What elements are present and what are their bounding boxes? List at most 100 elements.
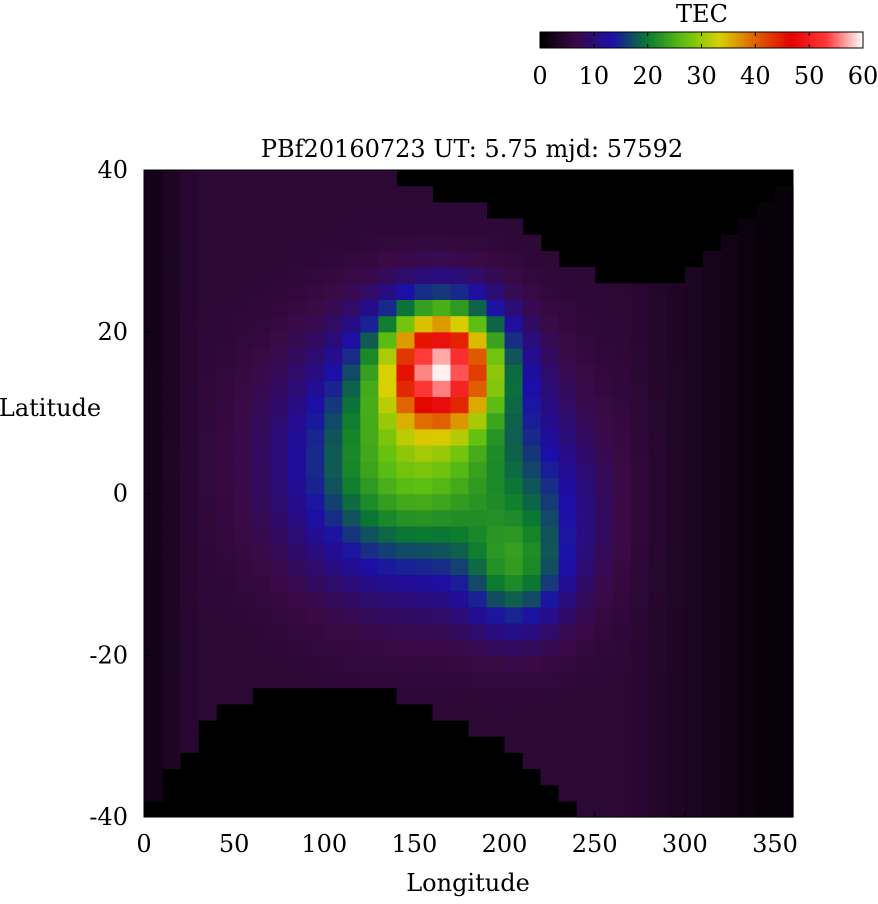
heatmap-cell bbox=[558, 606, 578, 624]
heatmap-cell bbox=[738, 752, 758, 770]
heatmap-cell bbox=[396, 461, 416, 478]
heatmap-cell bbox=[630, 525, 650, 543]
heatmap-cell bbox=[432, 574, 452, 592]
heatmap-cell bbox=[666, 428, 686, 446]
heatmap-cell bbox=[486, 267, 506, 284]
heatmap-cell bbox=[738, 574, 758, 592]
heatmap-cell bbox=[666, 687, 686, 705]
heatmap-cell bbox=[450, 590, 470, 608]
heatmap-cell bbox=[180, 202, 199, 220]
heatmap-cell bbox=[342, 590, 361, 608]
heatmap-cell bbox=[702, 622, 722, 640]
heatmap-cell bbox=[234, 542, 253, 559]
heatmap-cell bbox=[738, 380, 758, 398]
heatmap-cell bbox=[342, 542, 361, 559]
x-tick-label: 50 bbox=[219, 830, 250, 858]
heatmap-cell bbox=[522, 428, 542, 446]
heatmap-cell bbox=[216, 250, 235, 268]
heatmap-cell bbox=[684, 768, 704, 786]
colorbar-tick-label: 10 bbox=[579, 62, 610, 90]
heatmap-cell bbox=[612, 639, 632, 656]
heatmap-cell bbox=[288, 202, 307, 220]
heatmap-cell bbox=[414, 622, 434, 640]
heatmap-cell bbox=[234, 525, 253, 543]
heatmap-cell bbox=[414, 186, 434, 203]
heatmap-cell bbox=[648, 283, 668, 300]
heatmap-cell bbox=[738, 736, 758, 753]
heatmap-cell bbox=[504, 299, 524, 317]
heatmap-cell bbox=[504, 283, 524, 300]
heatmap-cell bbox=[288, 234, 307, 252]
heatmap-cell bbox=[180, 396, 199, 414]
heatmap-cell bbox=[630, 687, 650, 705]
heatmap-cell bbox=[414, 283, 434, 300]
heatmap-cell bbox=[756, 687, 776, 705]
heatmap-cell bbox=[540, 299, 560, 317]
heatmap-cell bbox=[468, 202, 488, 220]
heatmap-cell bbox=[414, 606, 434, 624]
heatmap-cell bbox=[198, 347, 217, 365]
heatmap-cell bbox=[720, 493, 740, 511]
heatmap-cell bbox=[576, 736, 596, 753]
heatmap-cell bbox=[540, 752, 560, 770]
heatmap-cell bbox=[576, 315, 596, 333]
heatmap-cell bbox=[756, 250, 776, 268]
heatmap-cell bbox=[594, 364, 614, 381]
heatmap-cell bbox=[432, 542, 452, 559]
heatmap-cell bbox=[432, 250, 452, 268]
heatmap-cell bbox=[738, 525, 758, 543]
heatmap-cell bbox=[378, 606, 397, 624]
heatmap-cell bbox=[234, 380, 253, 398]
heatmap-cell bbox=[648, 380, 668, 398]
heatmap-cell bbox=[414, 493, 434, 511]
heatmap-cell bbox=[666, 736, 686, 753]
heatmap-cell bbox=[612, 283, 632, 300]
heatmap-cell bbox=[414, 655, 434, 673]
heatmap-cell bbox=[468, 218, 488, 236]
heatmap-cell bbox=[702, 477, 722, 495]
heatmap-cell bbox=[414, 250, 434, 268]
colorbar-tick-label: 20 bbox=[632, 62, 663, 90]
heatmap-cell bbox=[630, 283, 650, 300]
heatmap-cell bbox=[234, 477, 253, 495]
heatmap-cell bbox=[486, 250, 506, 268]
heatmap-cell bbox=[198, 202, 217, 220]
heatmap-cell bbox=[306, 331, 325, 349]
heatmap-cell bbox=[216, 428, 235, 446]
heatmap-cell bbox=[540, 331, 560, 349]
heatmap-cell bbox=[216, 186, 235, 203]
heatmap-cell bbox=[144, 542, 163, 559]
heatmap-cell bbox=[450, 331, 470, 349]
heatmap-cell bbox=[630, 768, 650, 786]
heatmap-cell bbox=[504, 347, 524, 365]
heatmap-cell bbox=[468, 574, 488, 592]
heatmap-cell bbox=[558, 671, 578, 689]
heatmap-cell bbox=[234, 606, 253, 624]
heatmap-cell bbox=[594, 703, 614, 721]
heatmap-cell bbox=[162, 671, 181, 689]
heatmap-cell bbox=[486, 315, 506, 333]
heatmap-cell bbox=[180, 283, 199, 300]
heatmap-cell bbox=[702, 800, 722, 818]
heatmap-cell bbox=[180, 170, 199, 187]
heatmap-cell bbox=[450, 509, 470, 527]
x-tick-label: 300 bbox=[662, 830, 708, 858]
heatmap-cell bbox=[756, 444, 776, 462]
heatmap-cell bbox=[540, 736, 560, 753]
heatmap-cell bbox=[144, 331, 163, 349]
heatmap-cell bbox=[558, 331, 578, 349]
heatmap-cell bbox=[396, 299, 416, 317]
heatmap-cell bbox=[720, 364, 740, 381]
heatmap-cell bbox=[450, 461, 470, 478]
heatmap-cell bbox=[468, 461, 488, 478]
heatmap-cell bbox=[396, 639, 416, 656]
heatmap-cell bbox=[450, 234, 470, 252]
heatmap-cell bbox=[522, 671, 542, 689]
heatmap-cell bbox=[684, 655, 704, 673]
heatmap-cell bbox=[720, 461, 740, 478]
heatmap-cell bbox=[648, 671, 668, 689]
heatmap-cell bbox=[612, 558, 632, 575]
heatmap-cell bbox=[720, 800, 740, 818]
heatmap-cell bbox=[252, 283, 271, 300]
heatmap-cell bbox=[540, 315, 560, 333]
